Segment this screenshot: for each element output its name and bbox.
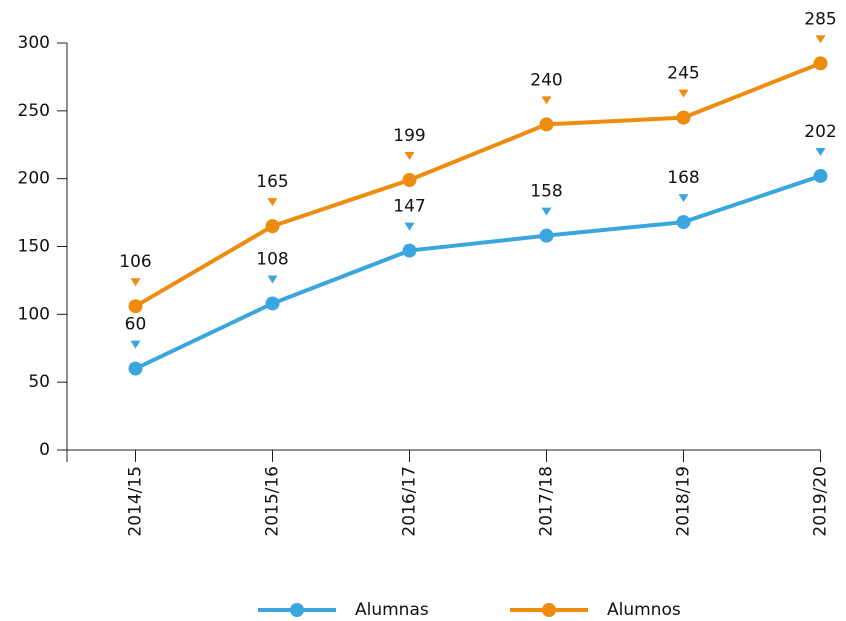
x-tick-label: 2016/17 (400, 466, 420, 537)
data-point (265, 296, 280, 311)
data-point (402, 243, 417, 258)
data-label: 108 (256, 249, 288, 269)
data-label: 240 (530, 70, 562, 90)
y-tick-label: 0 (39, 440, 50, 460)
x-tick-label: 2015/16 (263, 466, 283, 537)
y-tick-label: 250 (18, 101, 50, 121)
label-pointer (541, 207, 552, 216)
legend-label: Alumnas (355, 600, 429, 620)
label-pointer (815, 35, 826, 44)
data-label: 168 (667, 168, 699, 188)
data-point (402, 173, 417, 188)
label-pointer (267, 275, 278, 284)
data-point (128, 299, 143, 314)
label-pointer (404, 152, 415, 161)
data-point (265, 219, 280, 234)
data-point (128, 361, 143, 376)
series-line (134, 61, 822, 308)
legend-marker (290, 603, 304, 617)
data-point (813, 56, 828, 71)
data-label: 106 (119, 252, 151, 272)
legend-label: Alumnos (607, 600, 681, 620)
x-tick-label: 2017/18 (537, 466, 557, 537)
series-line (134, 174, 822, 371)
y-tick-label: 50 (28, 372, 50, 392)
label-pointer (541, 96, 552, 105)
data-point (539, 228, 554, 243)
x-tick-label: 2018/19 (674, 466, 694, 537)
data-point (813, 168, 828, 183)
data-point (676, 215, 691, 230)
data-label: 202 (804, 122, 836, 142)
data-label: 245 (667, 64, 699, 84)
data-label: 147 (393, 197, 425, 217)
data-point (676, 110, 691, 125)
data-label: 60 (125, 315, 147, 335)
y-tick-label: 100 (18, 304, 50, 324)
x-tick-label: 2014/15 (126, 466, 146, 537)
y-tick-label: 150 (18, 237, 50, 257)
label-pointer (267, 198, 278, 207)
label-pointer (815, 147, 826, 156)
label-pointer (678, 194, 689, 203)
y-tick-label: 200 (18, 169, 50, 189)
label-pointer (130, 340, 141, 349)
data-label: 158 (530, 182, 562, 202)
label-pointer (678, 89, 689, 98)
label-pointer (130, 278, 141, 287)
data-label: 199 (393, 126, 425, 146)
data-label: 285 (804, 9, 836, 29)
legend-marker (542, 603, 556, 617)
y-tick-label: 300 (18, 33, 50, 53)
label-pointer (404, 222, 415, 231)
x-tick-label: 2019/20 (811, 466, 831, 537)
data-point (539, 117, 554, 132)
data-label: 165 (256, 172, 288, 192)
